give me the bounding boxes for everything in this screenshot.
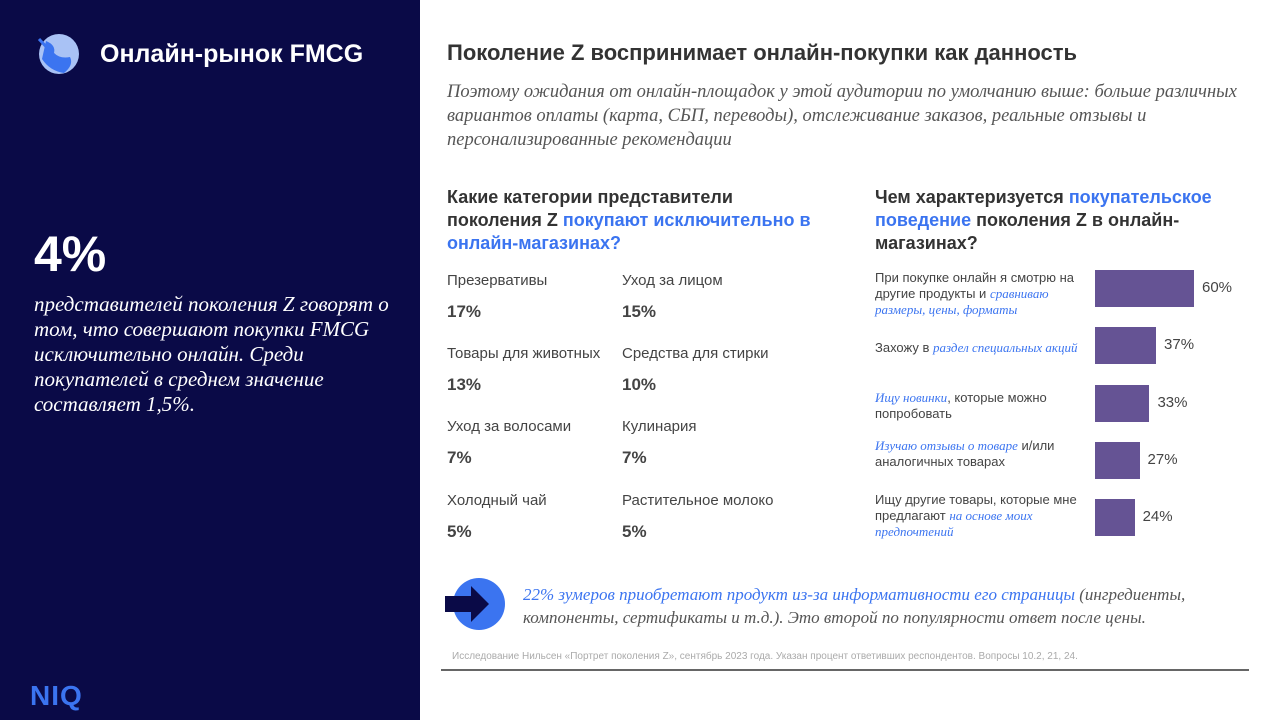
category-value: 7% xyxy=(447,448,472,467)
insight-highlight: 22% зумеров приобретают продукт из-за ин… xyxy=(523,585,1075,604)
label-highlight: Ищу новинки xyxy=(875,390,948,405)
category-value: 5% xyxy=(622,522,647,541)
heading-text: Чем характеризуется xyxy=(875,187,1069,207)
insight-text: (ингредиенты, компоненты, сертификаты и … xyxy=(523,585,1186,627)
category-label: Средства для стирки xyxy=(622,345,769,362)
category-label: Товары для животных xyxy=(447,345,601,362)
bar-value-label: 27% xyxy=(1147,451,1178,468)
category-value: 13% xyxy=(447,375,482,394)
bar-value-label: 60% xyxy=(1202,279,1233,296)
label-highlight: сравниваю размеры, цены, форматы xyxy=(875,286,1049,317)
key-insight: 22% зумеров приобретают продукт из-за ин… xyxy=(523,583,1243,629)
bar-category-label: Ищу новинки, которые можно попробовать xyxy=(875,390,1085,422)
category-label: Презервативы xyxy=(447,272,548,289)
category-label: Уход за волосами xyxy=(447,418,572,435)
bar xyxy=(1095,385,1150,422)
category-value: 10% xyxy=(622,375,657,394)
bar-category-label: Захожу в раздел специальных акций xyxy=(875,340,1085,356)
heading-text: поколения Z в онлайн-магазинах? xyxy=(875,210,1180,253)
heading-text: Какие категории представители поколения … xyxy=(447,187,733,230)
bar xyxy=(1095,442,1140,479)
heading-highlight: покупательское поведение xyxy=(875,187,1212,230)
arrow-right-icon xyxy=(445,578,505,630)
heading-highlight: покупают исключительно в онлайн-магазина… xyxy=(447,210,811,253)
globe-logo-icon xyxy=(37,34,79,74)
brand-title: Онлайн-рынок FMCG xyxy=(100,40,364,68)
bar-category-label: При покупке онлайн я смотрю на другие пр… xyxy=(875,270,1085,318)
bar-value-label: 24% xyxy=(1142,508,1173,525)
category-label: Холодный чай xyxy=(447,492,547,509)
label-text: Ищу другие товары, которые мне предлагаю… xyxy=(875,492,1077,523)
page-subtitle: Поэтому ожидания от онлайн-площадок у эт… xyxy=(447,82,1237,150)
category-value: 17% xyxy=(447,302,482,321)
category-label: Уход за лицом xyxy=(622,272,723,289)
label-highlight: на основе моих предпочтений xyxy=(875,508,1033,539)
category-label: Кулинария xyxy=(622,418,697,435)
bar-category-label: Ищу другие товары, которые мне предлагаю… xyxy=(875,492,1085,540)
bar-value-label: 33% xyxy=(1157,394,1188,411)
label-text: и/или аналогичных товарах xyxy=(875,438,1055,469)
label-highlight: Изучаю отзывы о товаре xyxy=(875,438,1018,453)
bar-category-label: Изучаю отзывы о товаре и/или аналогичных… xyxy=(875,438,1085,470)
sidebar: Онлайн-рынок FMCG 4% представителей поко… xyxy=(0,0,420,720)
bar xyxy=(1095,327,1157,364)
category-value: 5% xyxy=(447,522,472,541)
source-footnote: Исследование Нильсен «Портрет поколения … xyxy=(452,651,1078,662)
footer-divider xyxy=(441,669,1249,671)
label-highlight: раздел специальных акций xyxy=(933,340,1078,355)
category-value: 15% xyxy=(622,302,657,321)
bar xyxy=(1095,499,1135,536)
bar xyxy=(1095,270,1194,307)
label-text: Захожу в xyxy=(875,340,933,355)
niq-logo: NIQ xyxy=(30,680,83,711)
category-value: 7% xyxy=(622,448,647,467)
category-label: Растительное молоко xyxy=(622,492,774,509)
big-stat: 4% xyxy=(34,226,107,282)
behavior-heading: Чем характеризуется покупательское повед… xyxy=(875,186,1245,255)
categories-heading: Какие категории представители поколения … xyxy=(447,186,827,255)
label-text: , которые можно попробовать xyxy=(875,390,1047,421)
label-text: При покупке онлайн я смотрю на другие пр… xyxy=(875,270,1075,301)
stat-statement: представителей поколения Z говорят о том… xyxy=(34,292,389,416)
bar-value-label: 37% xyxy=(1164,336,1195,353)
page-title: Поколение Z воспринимает онлайн-покупки … xyxy=(447,40,1078,65)
